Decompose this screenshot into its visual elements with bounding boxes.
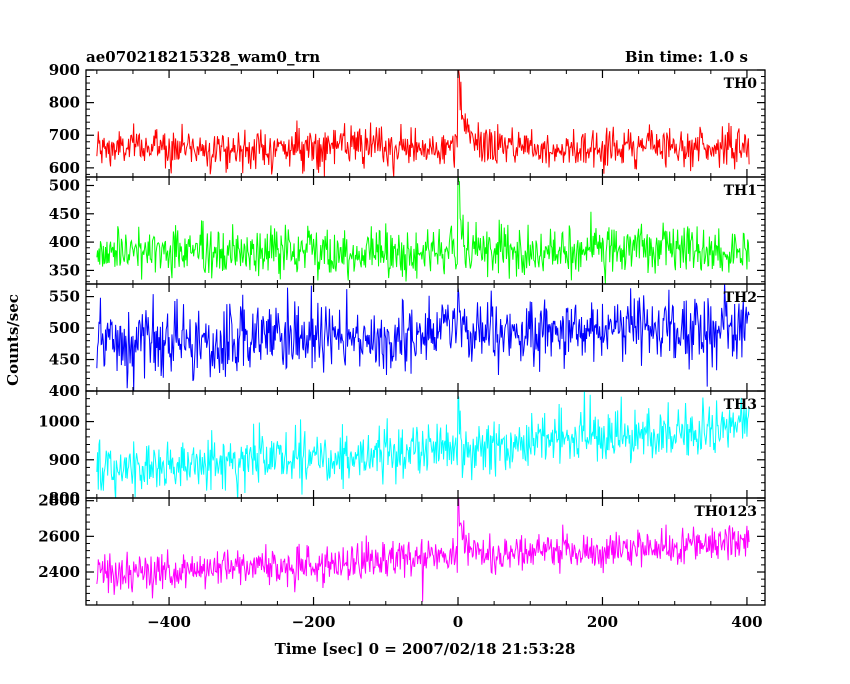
panel-th1: 350 400 450 500 TH1 [49,176,766,285]
panel-label-th2: TH2 [724,290,757,306]
y-tick-label: 400 [49,382,80,400]
y-tick-label: 600 [49,159,80,177]
y-tick-label: 400 [49,233,80,251]
y-tick-label: 700 [49,126,80,144]
y-tick-label: 350 [49,261,80,279]
y-tick-label: 500 [49,176,80,194]
y-tick-label: 2600 [38,527,80,545]
panel-label-th0123: TH0123 [694,504,757,520]
x-tick-label: −200 [292,613,336,631]
y-tick-label: 800 [49,94,80,112]
panel-label-th0: TH0 [724,76,758,92]
panel-label-th3: TH3 [724,397,757,413]
series-line-th3 [96,391,750,498]
bin-time-label: Bin time: 1.0 s [625,48,748,66]
y-tick-label: 1000 [38,413,80,431]
x-tick-label: 400 [731,613,762,631]
x-axis-title: Time [sec] 0 = 2007/02/18 21:53:28 [275,640,576,658]
y-tick-label: 800 [49,489,80,507]
panel-frame [85,497,766,606]
y-tick-label: 450 [49,205,80,223]
series-line-th0 [96,70,750,177]
y-axis-title: Counts/sec [4,294,22,386]
y-tick-label: 450 [49,351,80,369]
panel-th2: 400 450 500 550 TH2 [49,283,766,400]
x-axis: −400 −200 0 200 400 [147,613,762,631]
y-tick-label: 2800 [38,492,80,510]
series-line-th2 [96,284,750,391]
panel-th3: 800 900 1000 TH3 [38,390,766,507]
y-tick-label: 900 [49,61,80,79]
panel-frame [85,69,766,178]
panels-group: 600 700 800 900 TH0 350 400 450 500 TH1 400 450 500 5… [38,61,766,606]
x-tick-label: 0 [453,613,463,631]
y-tick-label: 900 [49,451,80,469]
x-tick-label: −400 [147,613,191,631]
y-tick-label: 2400 [38,563,80,581]
panel-th0123: 2400 2600 2800 TH0123 [38,492,766,606]
series-line-th1 [96,177,750,284]
series-line-th0123 [96,498,750,602]
chart-title: ae070218215328_wam0_trn [86,48,320,66]
panel-label-th1: TH1 [724,183,757,199]
x-tick-label: 200 [587,613,618,631]
y-tick-label: 500 [49,319,80,337]
panel-th0: 600 700 800 900 TH0 [49,61,766,178]
y-tick-label: 550 [49,288,80,306]
